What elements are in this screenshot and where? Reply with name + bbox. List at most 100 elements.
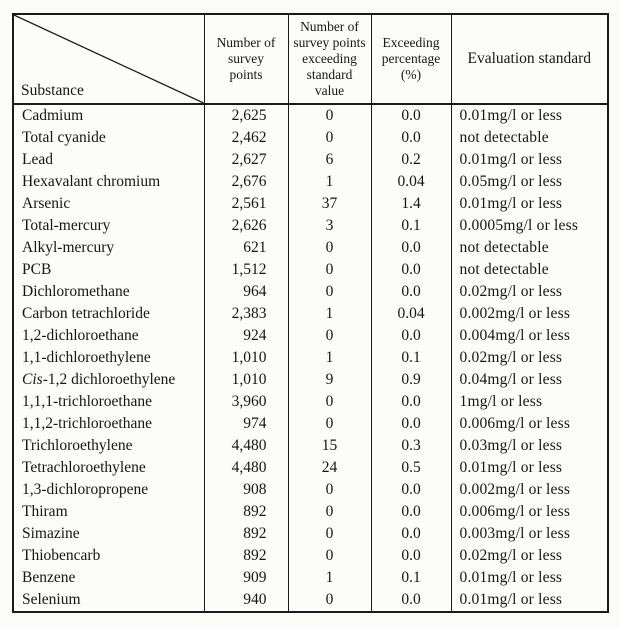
substance-cell: Thiram [22,503,68,520]
exceeding-points-cell: 0 [287,501,371,523]
table-row: 1,2-dichloroethane 924 0 0.0 0.004mg/l o… [13,325,608,347]
table-row: PCB 1,512 0 0.0 not detectable [13,259,608,281]
survey-points-cell: 892 [203,501,288,523]
evaluation-standard-cell: 0.02mg/l or less [450,545,608,567]
exceeding-percentage-cell: 0.0 [370,259,451,281]
evaluation-standard-header: Evaluation standard [450,14,608,105]
table-row: Trichloroethylene 4,480 15 0.3 0.03mg/l … [13,435,608,457]
survey-points-cell: 1,010 [203,369,288,391]
diagonal-divider-line [14,15,204,103]
exceeding-percentage-cell: 1.4 [370,193,451,215]
table-row: Hexavalant chromium 2,676 1 0.04 0.05mg/… [13,171,608,193]
substance-cell: Alkyl-mercury [22,239,115,256]
header-row: Substance Number of survey points Number… [13,14,608,105]
exceeding-percentage-cell: 0.1 [370,215,451,237]
exceeding-points-cell: 0 [287,259,371,281]
substance-cell: Carbon tetrachloride [22,305,150,322]
evaluation-standard-cell: not detectable [450,259,608,281]
exceeding-points-cell: 0 [287,237,371,259]
evaluation-standard-cell: not detectable [450,127,608,149]
substance-cell: Total cyanide [22,129,106,146]
substance-header-cell: Substance [13,14,204,105]
exceeding-points-cell: 0 [287,413,371,435]
survey-points-cell: 2,626 [203,215,288,237]
exceeding-percentage-cell: 0.5 [370,457,451,479]
survey-points-cell: 974 [203,413,288,435]
evaluation-standard-cell: 0.0005mg/l or less [450,215,608,237]
substance-cell: Hexavalant chromium [22,173,161,190]
exceeding-points-cell: 3 [287,215,371,237]
table-row: Thiobencarb 892 0 0.0 0.02mg/l or less [13,545,608,567]
substance-cell: Arsenic [22,195,71,212]
evaluation-standard-cell: 0.003mg/l or less [450,523,608,545]
evaluation-standard-cell: 0.02mg/l or less [450,281,608,303]
table-row: Arsenic 2,561 37 1.4 0.01mg/l or less [13,193,608,215]
table-row: 1,1-dichloroethylene 1,010 1 0.1 0.02mg/… [13,347,608,369]
exceeding-percentage-cell: 0.0 [370,413,451,435]
substance-cell: Selenium [22,591,81,608]
exceeding-points-cell: 15 [287,435,371,457]
exceeding-percentage-cell: 0.9 [370,369,451,391]
exceeding-percentage-cell: 0.0 [370,281,451,303]
substance-cell: Tetrachloroethylene [22,459,146,476]
substance-cell: Thiobencarb [22,547,101,564]
table-row: Benzene 909 1 0.1 0.01mg/l or less [13,567,608,589]
survey-points-header: Number of survey points [203,14,288,105]
table-row: Alkyl-mercury 621 0 0.0 not detectable [13,237,608,259]
exceeding-percentage-header: Exceeding percentage (%) [370,14,451,105]
substance-cell: 1,2-dichloroethane [22,327,139,344]
exceeding-points-cell: 0 [287,479,371,501]
evaluation-standard-cell: 0.004mg/l or less [450,325,608,347]
table-row: Dichloromethane 964 0 0.0 0.02mg/l or le… [13,281,608,303]
exceeding-percentage-cell: 0.0 [370,479,451,501]
table-row: Carbon tetrachloride 2,383 1 0.04 0.002m… [13,303,608,325]
substance-cell: Trichloroethylene [22,437,133,454]
substance-cell: Cadmium [22,107,84,124]
table-body: Cadmium 2,625 0 0.0 0.01mg/l or less Tot… [13,104,608,612]
exceeding-percentage-cell: 0.0 [370,589,451,612]
exceeding-points-cell: 24 [287,457,371,479]
substance-cell: Simazine [22,525,80,542]
evaluation-standard-cell: 0.02mg/l or less [450,347,608,369]
evaluation-standard-cell: 1mg/l or less [450,391,608,413]
evaluation-standard-cell: 0.002mg/l or less [450,303,608,325]
evaluation-standard-cell: 0.006mg/l or less [450,413,608,435]
substance-cell: Benzene [22,569,76,586]
exceeding-points-cell: 0 [287,545,371,567]
exceeding-percentage-cell: 0.04 [370,303,451,325]
table-row: Tetrachloroethylene 4,480 24 0.5 0.01mg/… [13,457,608,479]
exceeding-points-cell: 0 [287,523,371,545]
table-row: Selenium 940 0 0.0 0.01mg/l or less [13,589,608,612]
evaluation-standard-cell: 0.03mg/l or less [450,435,608,457]
evaluation-standard-cell: 0.01mg/l or less [450,193,608,215]
survey-points-cell: 1,512 [203,259,288,281]
table-row: Lead 2,627 6 0.2 0.01mg/l or less [13,149,608,171]
exceeding-points-cell: 0 [287,391,371,413]
survey-points-cell: 2,676 [203,171,288,193]
evaluation-standard-cell: 0.01mg/l or less [450,104,608,127]
exceeding-points-cell: 0 [287,325,371,347]
table-row: Cadmium 2,625 0 0.0 0.01mg/l or less [13,104,608,127]
substance-cell: 1,1-dichloroethylene [22,349,151,366]
survey-points-cell: 621 [203,237,288,259]
evaluation-standard-cell: 0.01mg/l or less [450,457,608,479]
survey-points-cell: 909 [203,567,288,589]
exceeding-points-cell: 0 [287,281,371,303]
survey-points-cell: 2,625 [203,104,288,127]
exceeding-percentage-cell: 0.0 [370,237,451,259]
exceeding-percentage-cell: 0.1 [370,567,451,589]
survey-points-cell: 1,010 [203,347,288,369]
table-row: 1,1,1-trichloroethane 3,960 0 0.0 1mg/l … [13,391,608,413]
exceeding-percentage-cell: 0.0 [370,325,451,347]
evaluation-standard-cell: 0.01mg/l or less [450,567,608,589]
substance-cell: PCB [22,261,52,278]
substance-cell: 1,3-dichloropropene [22,481,149,498]
exceeding-points-cell: 1 [287,303,371,325]
survey-points-cell: 2,462 [203,127,288,149]
exceeding-points-header: Number of survey points exceeding standa… [287,14,371,105]
survey-points-cell: 2,627 [203,149,288,171]
survey-points-cell: 908 [203,479,288,501]
survey-points-cell: 940 [203,589,288,612]
exceeding-points-cell: 6 [287,149,371,171]
table-row: Simazine 892 0 0.0 0.003mg/l or less [13,523,608,545]
